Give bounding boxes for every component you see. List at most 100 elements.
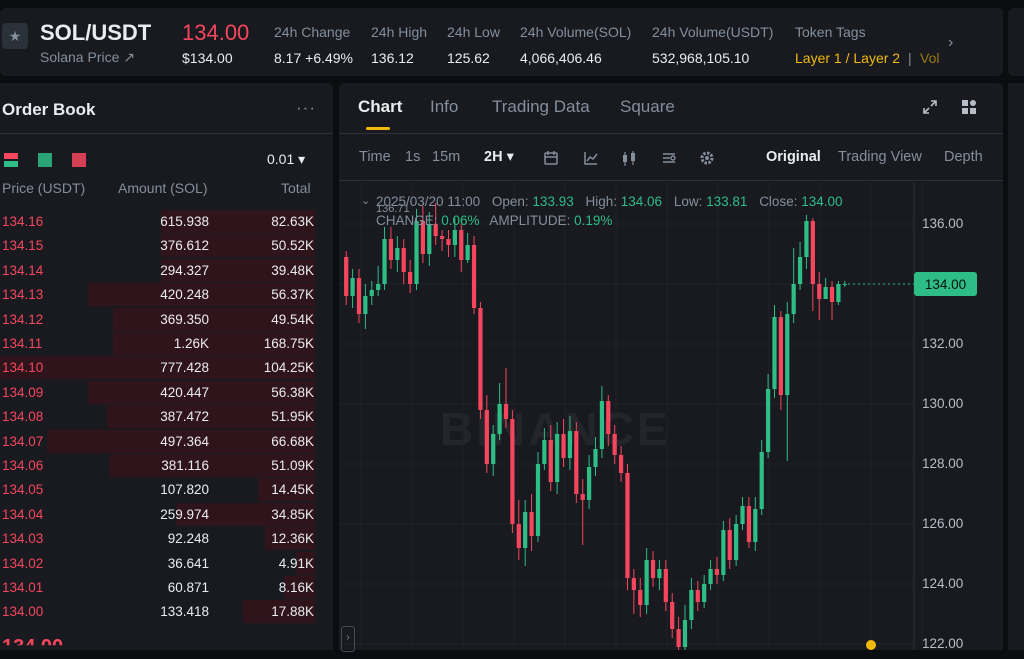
candle[interactable]	[702, 575, 707, 608]
candle[interactable]	[555, 422, 560, 494]
candle[interactable]	[785, 302, 790, 461]
candle[interactable]	[599, 386, 605, 458]
ask-row[interactable]: 134.13 420.248 56.37K	[0, 283, 315, 307]
indicator-icon[interactable]	[583, 150, 599, 166]
candle[interactable]	[663, 560, 668, 611]
interval-15m[interactable]: 15m	[432, 149, 461, 165]
candle[interactable]	[516, 500, 521, 560]
candle[interactable]	[535, 452, 541, 542]
ask-row[interactable]: 134.08 387.472 51.95K	[0, 405, 315, 429]
gear-icon[interactable]	[699, 150, 715, 166]
candle[interactable]	[503, 368, 509, 428]
calendar-icon[interactable]	[543, 150, 559, 166]
candle[interactable]	[746, 497, 752, 548]
candle[interactable]	[676, 617, 681, 650]
candle[interactable]	[523, 500, 528, 566]
display-settings-icon[interactable]	[661, 150, 677, 166]
candle[interactable]	[842, 281, 847, 287]
candle[interactable]	[401, 239, 406, 284]
collapse-legend-icon[interactable]: ⌄	[361, 195, 371, 207]
candle[interactable]	[778, 311, 783, 410]
candle[interactable]	[721, 521, 726, 581]
candle[interactable]	[810, 218, 815, 311]
candle[interactable]	[459, 224, 464, 272]
candle[interactable]	[682, 605, 688, 650]
candle[interactable]	[670, 593, 675, 638]
candle[interactable]	[727, 518, 732, 569]
layout-both-icon[interactable]	[4, 153, 18, 167]
ask-row[interactable]: 134.01 60.871 8.16K	[0, 576, 315, 599]
candle[interactable]	[369, 281, 374, 305]
ask-row[interactable]: 134.14 294.327 39.48K	[0, 258, 315, 282]
candle[interactable]	[689, 578, 694, 629]
candle[interactable]	[740, 497, 745, 530]
candle[interactable]	[759, 440, 764, 515]
ask-row[interactable]: 134.06 381.116 51.09K	[0, 454, 315, 477]
candle[interactable]	[484, 395, 489, 473]
candle[interactable]	[420, 206, 426, 263]
candle[interactable]	[395, 236, 400, 272]
candle[interactable]	[574, 422, 579, 503]
candle[interactable]	[542, 428, 547, 470]
candle[interactable]	[452, 218, 457, 257]
candle[interactable]	[829, 281, 835, 320]
candle[interactable]	[414, 209, 419, 290]
candle[interactable]	[612, 425, 617, 464]
candle[interactable]	[446, 230, 451, 257]
view-original[interactable]: Original	[766, 149, 821, 165]
candle[interactable]	[791, 248, 796, 323]
candle[interactable]	[804, 215, 809, 269]
ask-row[interactable]: 134.09 420.447 56.38K	[0, 380, 315, 404]
candle[interactable]	[765, 374, 771, 458]
tick-size-dropdown[interactable]: 0.01 ▾	[267, 151, 306, 167]
candle[interactable]	[772, 305, 777, 398]
candle[interactable]	[548, 425, 553, 491]
candle[interactable]	[465, 233, 470, 263]
expand-icon[interactable]	[922, 99, 938, 115]
candle[interactable]	[376, 266, 381, 296]
candle[interactable]	[797, 242, 803, 290]
coin-price-link[interactable]: Solana Price ↗	[40, 49, 135, 65]
candle-type-icon[interactable]	[621, 150, 637, 166]
candle[interactable]	[497, 383, 502, 440]
candle[interactable]	[427, 212, 432, 266]
candle[interactable]	[382, 227, 387, 290]
candle[interactable]	[714, 557, 720, 584]
candle[interactable]	[561, 419, 566, 467]
candle[interactable]	[823, 278, 828, 299]
interval-time[interactable]: Time	[359, 149, 391, 165]
interval-1s[interactable]: 1s	[405, 149, 421, 165]
candle[interactable]	[471, 236, 477, 314]
candle[interactable]	[836, 281, 841, 305]
event-marker-icon[interactable]	[866, 640, 876, 650]
tab-square[interactable]: Square	[620, 97, 675, 116]
tab-chart[interactable]: Chart	[358, 97, 403, 116]
layout-grid-icon[interactable]	[961, 99, 977, 115]
candlestick-chart[interactable]	[339, 182, 1003, 650]
candle[interactable]	[491, 425, 496, 476]
candle[interactable]	[439, 230, 445, 251]
ask-row[interactable]: 134.02 36.641 4.91K	[0, 551, 315, 575]
candle[interactable]	[817, 272, 822, 320]
tag-vol[interactable]: Vol	[920, 50, 940, 66]
view-trading-view[interactable]: Trading View	[838, 149, 922, 165]
candle[interactable]	[363, 284, 368, 329]
candle[interactable]	[650, 551, 656, 587]
candle[interactable]	[606, 395, 611, 446]
candle[interactable]	[753, 497, 758, 551]
candle[interactable]	[344, 251, 349, 305]
candle[interactable]	[593, 437, 598, 476]
candle[interactable]	[586, 455, 592, 509]
candle[interactable]	[510, 410, 515, 533]
ask-row[interactable]: 134.05 107.820 14.45K	[0, 478, 315, 502]
candle[interactable]	[638, 578, 643, 617]
candle[interactable]	[618, 446, 624, 482]
candle[interactable]	[631, 569, 636, 614]
candle[interactable]	[408, 260, 413, 293]
ask-row[interactable]: 134.04 259.974 34.85K	[0, 502, 315, 526]
ask-row[interactable]: 134.00 133.418 17.88K	[0, 600, 315, 624]
candle[interactable]	[529, 494, 534, 551]
ask-row[interactable]: 134.16 615.938 82.63K	[0, 210, 315, 233]
chevron-right-icon[interactable]: ›	[948, 34, 954, 51]
layout-asks-icon[interactable]	[72, 153, 86, 167]
